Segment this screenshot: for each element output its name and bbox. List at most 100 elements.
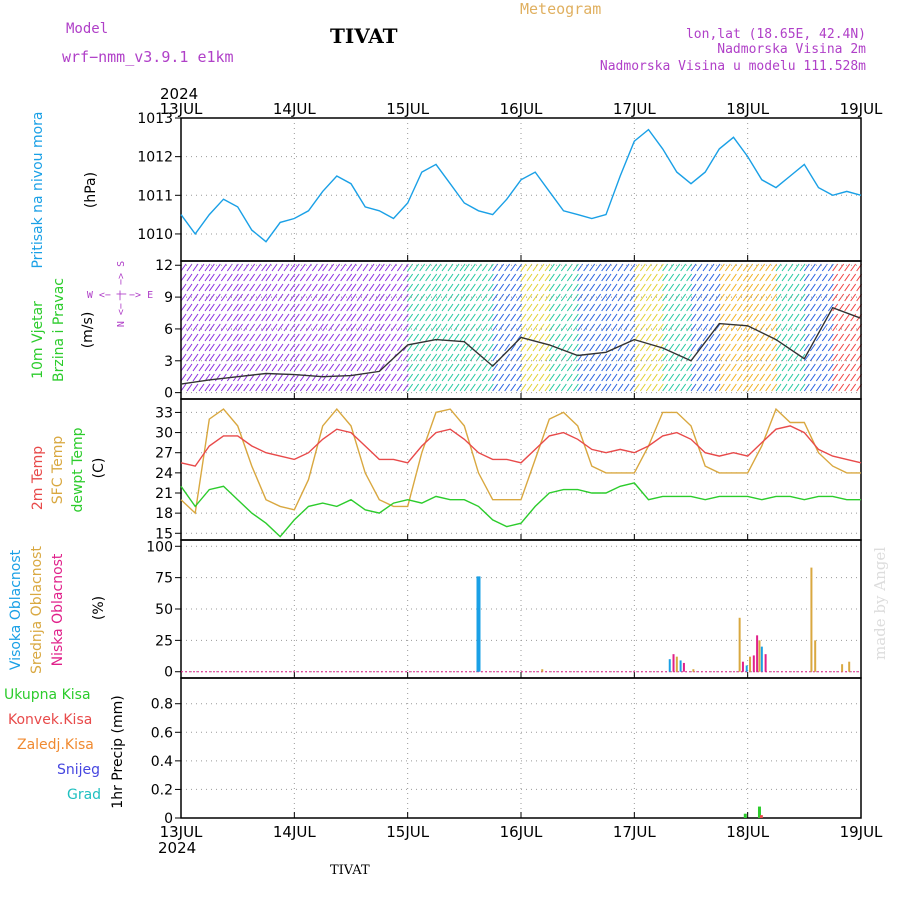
wind-barb: [645, 383, 652, 392]
wind-barb: [249, 333, 256, 342]
wind-barb: [208, 343, 215, 352]
wind-barb: [487, 273, 494, 282]
wind-barb: [718, 353, 725, 362]
wind-barb: [453, 283, 460, 292]
wind-barb: [407, 303, 414, 312]
wind-barb: [730, 273, 737, 282]
pressure-ylabel: Pritisak na nivou mora: [30, 111, 46, 268]
wind-barb: [554, 353, 561, 362]
wind-barb: [334, 353, 341, 362]
wind-barb: [487, 303, 494, 312]
wind-barb: [232, 303, 239, 312]
wind-barb: [583, 363, 590, 372]
wind-barb-band: [747, 263, 778, 392]
wind-barb: [605, 343, 612, 352]
wind-barb: [447, 283, 454, 292]
wind-barb: [492, 353, 499, 362]
wind-barb: [469, 273, 476, 282]
wind-barb: [601, 263, 608, 272]
wind-barb: [765, 343, 772, 352]
wind-barb: [204, 313, 211, 322]
wind-barb: [431, 373, 438, 382]
wind-barb: [775, 273, 782, 282]
wind-barb: [504, 333, 511, 342]
wind-barb: [431, 303, 438, 312]
wind-barb: [447, 303, 454, 312]
wind-barb: [220, 273, 227, 282]
wind-barb: [204, 353, 211, 362]
wind-barb: [657, 383, 664, 392]
wind-barb: [299, 283, 306, 292]
wind-barb: [186, 293, 193, 302]
wind-barb: [651, 283, 658, 292]
wind-barb: [548, 263, 555, 272]
wind-barb: [481, 313, 488, 322]
wind-barb: [214, 283, 221, 292]
wind-barb: [492, 303, 499, 312]
wind-barb: [775, 263, 782, 272]
wind-barb: [680, 293, 687, 302]
wind-barb: [765, 363, 772, 372]
wind-barb: [232, 273, 239, 282]
wind-barb: [243, 353, 250, 362]
wind-barb: [510, 383, 517, 392]
wind-barb: [419, 343, 426, 352]
wind-barb: [601, 363, 608, 372]
wind-barb: [289, 383, 296, 392]
wind-barb: [680, 363, 687, 372]
wind-barb: [787, 383, 794, 392]
wind-barb: [289, 353, 296, 362]
wind-barb: [475, 283, 482, 292]
cloud-bar: [752, 655, 755, 672]
wind-barb: [742, 363, 749, 372]
date-tick-top: 17JUL: [613, 100, 656, 118]
wind-barb: [765, 263, 772, 272]
wind-barb: [317, 283, 324, 292]
wind-barb: [289, 313, 296, 322]
wind-barb: [283, 313, 290, 322]
wind-barb: [487, 383, 494, 392]
wind-barb: [498, 323, 505, 332]
wind-barb: [396, 293, 403, 302]
wind-barb: [255, 293, 262, 302]
wind-barb: [510, 273, 517, 282]
wind-barb: [504, 293, 511, 302]
wind-barb: [204, 383, 211, 392]
wind-barb: [674, 363, 681, 372]
wind-barb: [827, 303, 834, 312]
wind-barb: [283, 383, 290, 392]
wind-barb: [214, 263, 221, 272]
wind-barb: [192, 353, 199, 362]
wind-barb: [771, 273, 778, 282]
wind-barb: [771, 293, 778, 302]
wind-barb: [346, 343, 353, 352]
wind-barb: [657, 273, 664, 282]
wind-barb: [208, 383, 215, 392]
wind-barb: [832, 383, 839, 392]
wind-barb: [431, 353, 438, 362]
cloud-bar: [741, 661, 744, 672]
wind-barb: [271, 383, 278, 392]
temp-ylabel-dewpt: dewpt Temp: [70, 427, 86, 512]
wind-barb: [516, 313, 523, 322]
wind-barb: [374, 383, 381, 392]
wind-barb-band: [265, 263, 296, 392]
wind-barb: [340, 293, 347, 302]
wind-barb: [623, 343, 630, 352]
wind-barb: [441, 363, 448, 372]
wind-barb: [793, 383, 800, 392]
wind-barb: [504, 363, 511, 372]
wind-barb: [271, 293, 278, 302]
wind-barb: [180, 383, 187, 392]
wind-barb-band: [407, 263, 438, 392]
wind-barb: [674, 273, 681, 282]
wind-barb: [350, 363, 357, 372]
wind-barb: [226, 343, 233, 352]
wind-barb: [532, 343, 539, 352]
wind-barb: [572, 383, 579, 392]
wind-barb: [668, 363, 675, 372]
wind-barb: [674, 313, 681, 322]
wind-barb: [237, 273, 244, 282]
wind-barb: [708, 373, 715, 382]
cloud-bar: [760, 646, 763, 672]
